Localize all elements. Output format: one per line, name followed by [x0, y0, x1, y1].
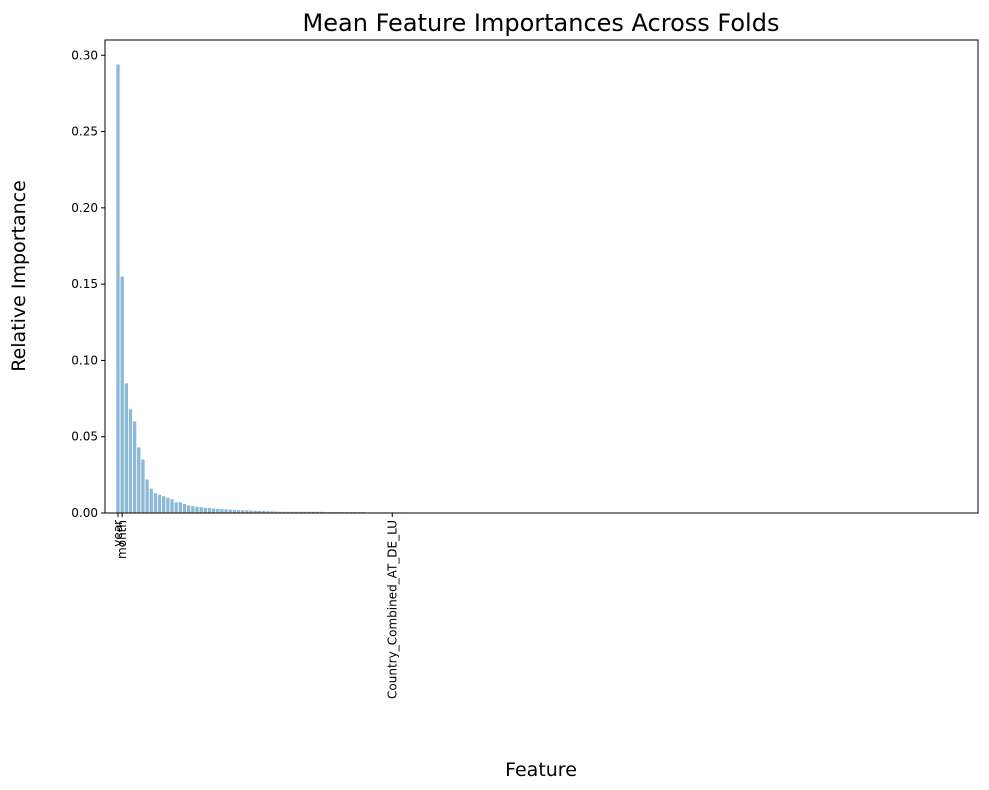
- bar: [290, 511, 295, 513]
- x-tick-label: month: [115, 520, 129, 559]
- bar: [162, 496, 166, 513]
- bar: [270, 511, 274, 513]
- bar: [207, 507, 212, 513]
- bar: [166, 497, 170, 513]
- bar: [232, 509, 237, 513]
- bar: [211, 508, 216, 513]
- x-tick-label: Country_Combined_AT_DE_LU: [385, 520, 399, 699]
- chart-title: Mean Feature Importances Across Folds: [303, 9, 780, 37]
- bar: [274, 511, 278, 513]
- bar: [249, 510, 253, 513]
- bar: [182, 503, 187, 513]
- bar: [295, 511, 299, 513]
- bar: [224, 509, 228, 513]
- bar: [195, 506, 199, 513]
- bar: [278, 511, 282, 513]
- bar: [199, 507, 203, 513]
- bar: [265, 511, 270, 513]
- y-tick-label: 0.10: [71, 353, 98, 367]
- y-tick-label: 0.25: [71, 125, 98, 139]
- bar: [307, 511, 311, 513]
- bar: [241, 510, 245, 513]
- bar: [128, 409, 133, 513]
- bar: [315, 511, 320, 513]
- y-tick-label: 0.15: [71, 277, 98, 291]
- bar: [174, 502, 178, 513]
- bar: [236, 510, 241, 513]
- bar: [124, 383, 128, 513]
- bar: [286, 511, 291, 513]
- bar: [145, 479, 149, 513]
- bar: [141, 459, 145, 513]
- y-tick-label: 0.30: [71, 48, 98, 62]
- bar: [149, 488, 153, 513]
- plot-frame: [104, 39, 979, 514]
- bar: [157, 494, 162, 513]
- x-axis-label: Feature: [505, 759, 577, 781]
- bar: [253, 510, 257, 513]
- bar: [170, 499, 174, 513]
- bar: [116, 64, 120, 513]
- bar: [282, 511, 286, 513]
- bar: [245, 510, 249, 513]
- bar: [186, 505, 191, 513]
- bar: [311, 511, 315, 513]
- bar: [178, 502, 182, 513]
- bar: [191, 506, 195, 513]
- bar: [216, 508, 220, 513]
- bar: [303, 511, 307, 513]
- bar: [261, 511, 266, 513]
- bar: [319, 511, 324, 513]
- bar: [299, 511, 303, 513]
- bar: [203, 507, 207, 513]
- bar: [137, 447, 141, 513]
- y-axis-label: Relative Importance: [8, 180, 30, 372]
- bar: [220, 509, 224, 513]
- y-tick-label: 0.00: [71, 506, 98, 520]
- x-tick-label: year: [111, 520, 125, 547]
- bar: [153, 493, 158, 513]
- bar: [228, 509, 232, 513]
- y-tick-label: 0.05: [71, 430, 98, 444]
- bar: [257, 510, 261, 513]
- bar: [120, 276, 124, 513]
- bar: [132, 421, 137, 513]
- y-tick-label: 0.20: [71, 201, 98, 215]
